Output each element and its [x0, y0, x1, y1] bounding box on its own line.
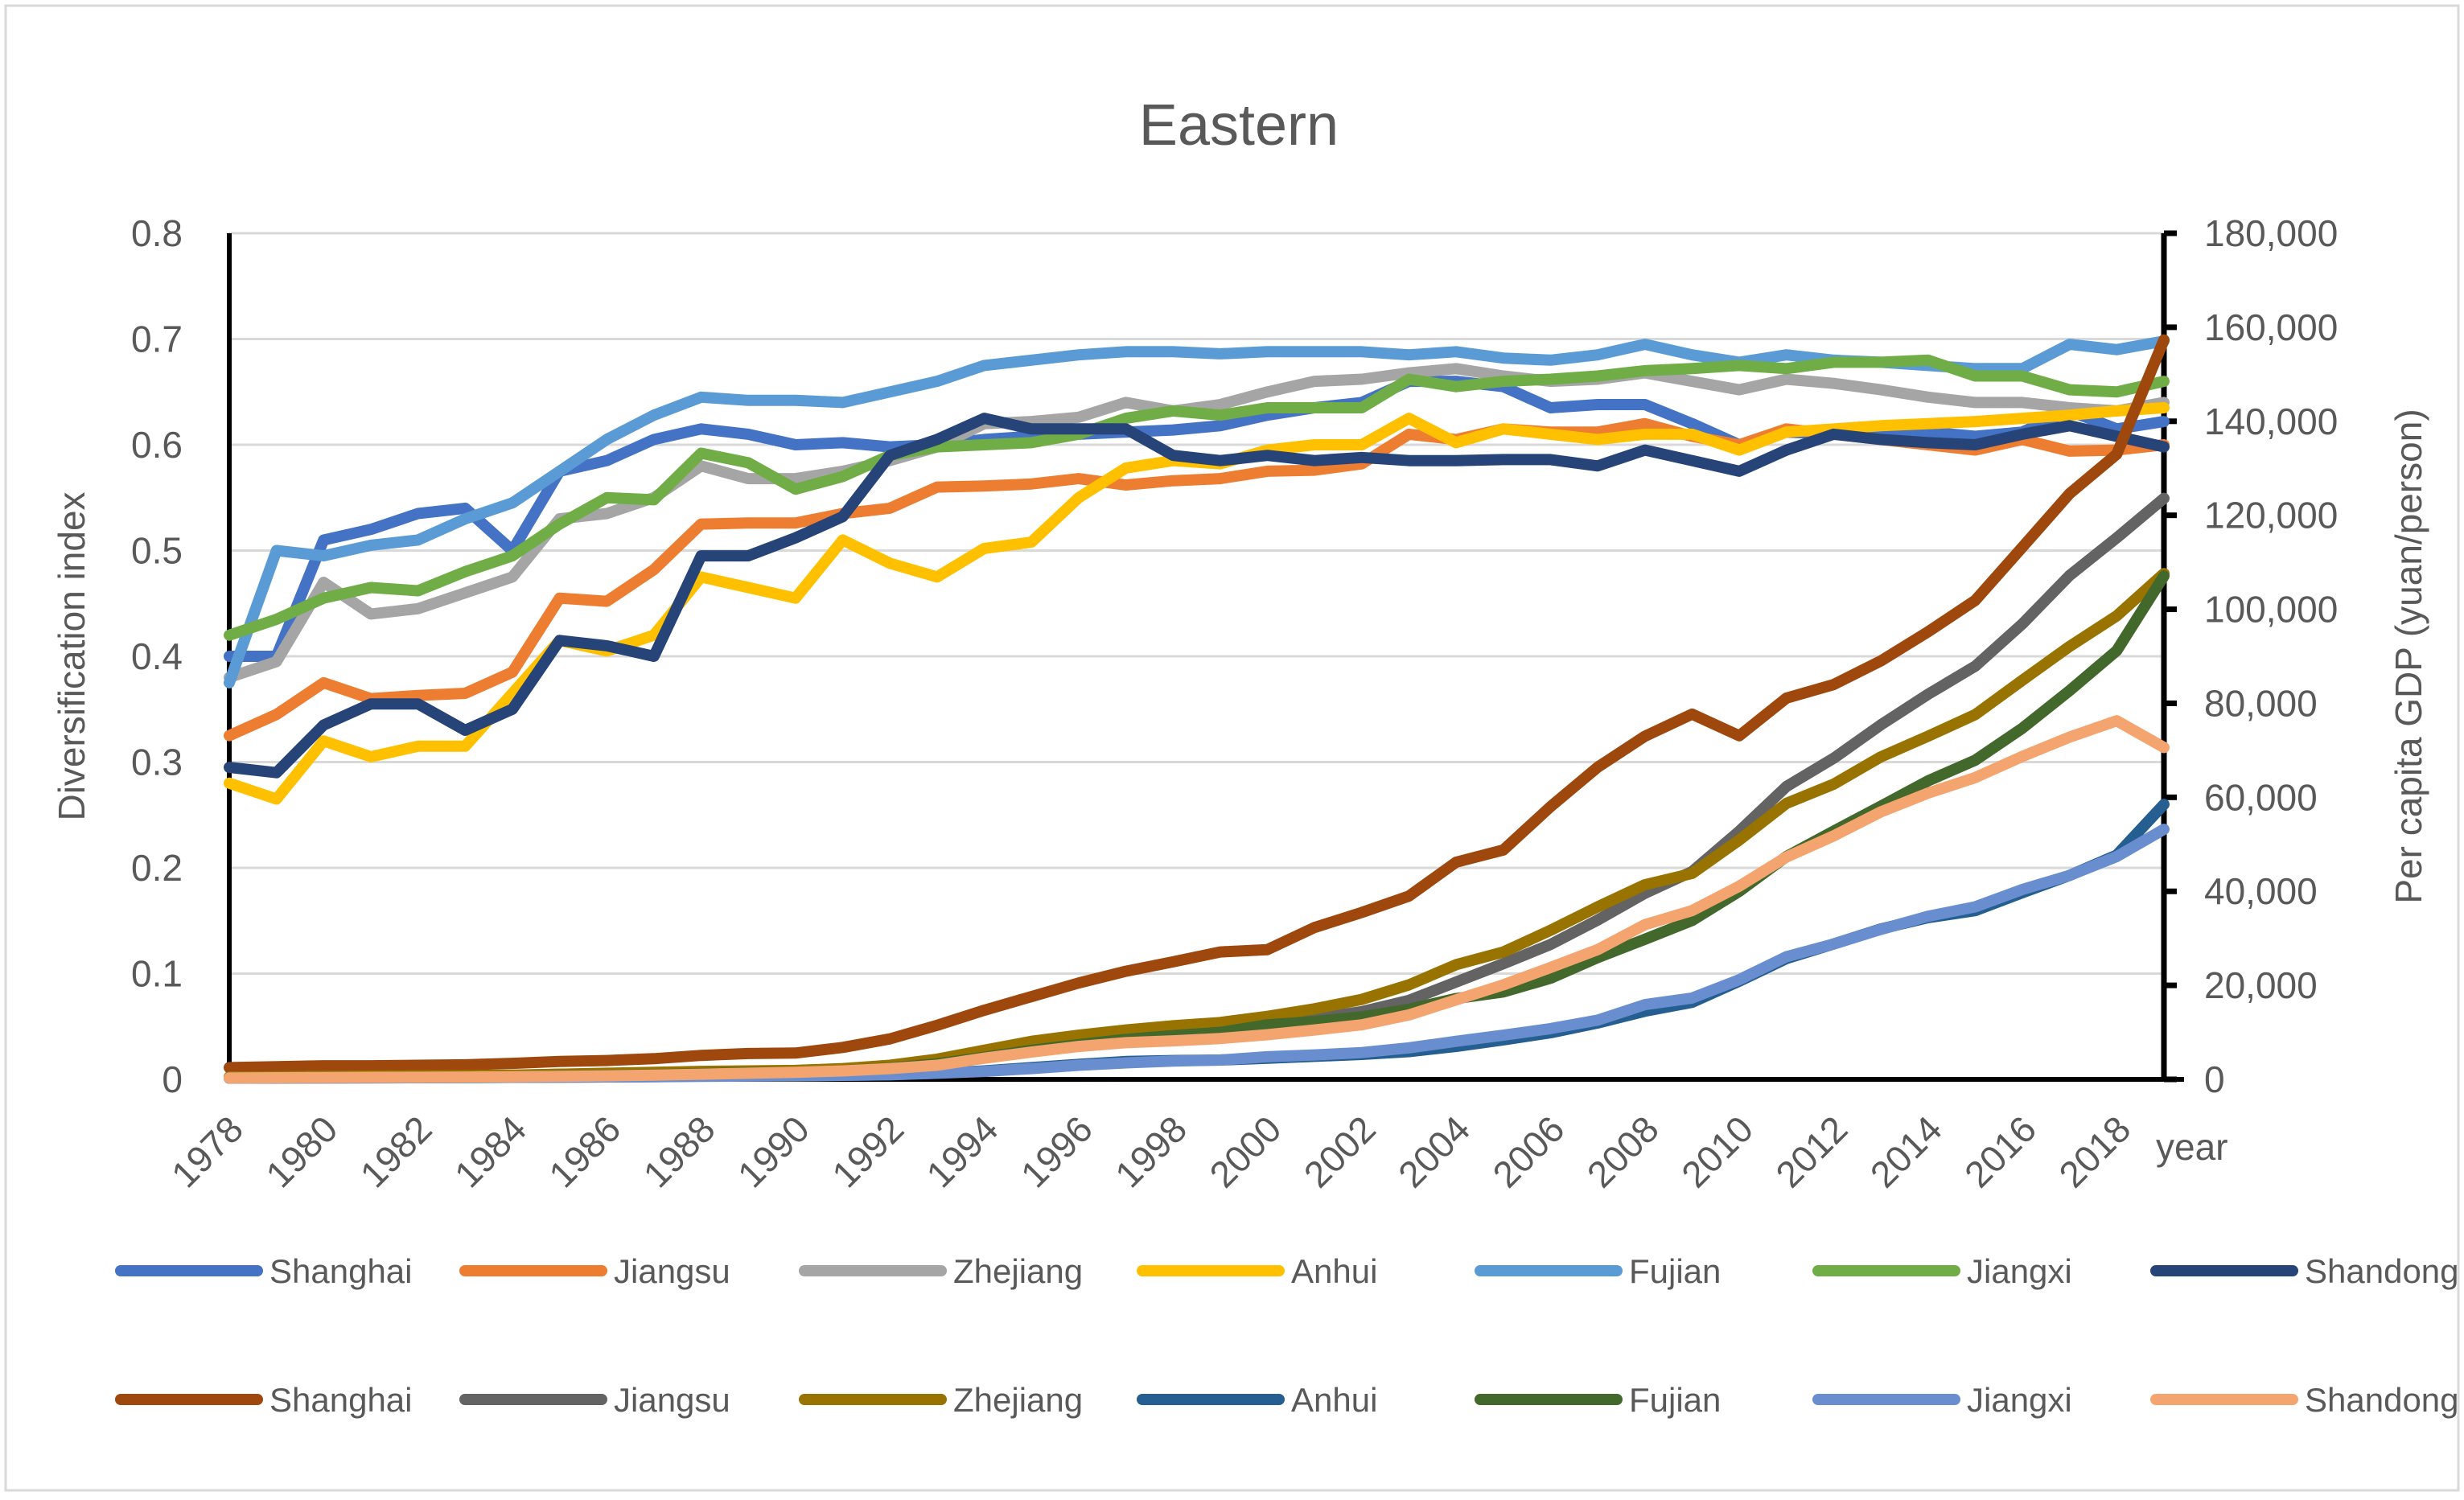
y-tick-label: 0.2	[131, 847, 183, 889]
y2-tick-label: 140,000	[2204, 401, 2338, 442]
legend-label: Shanghai	[269, 1381, 413, 1419]
legend-label: Anhui	[1291, 1381, 1377, 1419]
series-line-shandong-index	[224, 413, 2170, 779]
legend-label: Fujian	[1629, 1252, 1721, 1290]
legend-label: Jiangxi	[1967, 1381, 2072, 1419]
y2-tick-label: 40,000	[2204, 870, 2318, 912]
gridlines	[229, 232, 2164, 975]
y2-tick-label: 0	[2204, 1058, 2225, 1100]
x-axis-title: year	[2156, 1126, 2227, 1168]
series-line-shandong-gdp	[224, 715, 2170, 1084]
chart-title: Eastern	[1139, 93, 1339, 158]
y-axis-title: Diversification index	[51, 491, 93, 820]
legend-label: Jiangxi	[1967, 1252, 2072, 1290]
y2-tick-label: 60,000	[2204, 776, 2318, 818]
y2-tick-label: 180,000	[2204, 212, 2338, 254]
legend-label: Anhui	[1291, 1252, 1377, 1290]
y-tick-label: 0.3	[131, 742, 183, 783]
legend: Shanghai Jiangsu Zhejiang Anhui Fujian Jiangx…	[115, 1252, 2459, 1419]
y2-tick-label: 100,000	[2204, 589, 2338, 631]
series-line-jiangxi-index	[224, 354, 2170, 641]
plot-series	[224, 334, 2170, 1084]
y-tick-label: 0.8	[131, 212, 183, 254]
series-line-shanghai-gdp	[224, 334, 2170, 1074]
y2-axis-title: Per capita GDP (yuan/person)	[2388, 409, 2429, 903]
legend-label: Fujian	[1629, 1381, 1721, 1419]
y-tick-label: 0.6	[131, 424, 183, 466]
y-tick-label: 0	[162, 1058, 183, 1100]
y2-tick-label: 160,000	[2204, 306, 2338, 348]
y-tick-label: 0.1	[131, 953, 183, 995]
legend-label: Shandong	[2305, 1252, 2459, 1290]
legend-label: Zhejiang	[953, 1381, 1083, 1419]
y2-tick-label: 20,000	[2204, 964, 2318, 1006]
legend-label: Shandong	[2305, 1381, 2459, 1419]
legend-label: Jiangsu	[614, 1252, 730, 1290]
y-tick-label: 0.7	[131, 318, 183, 360]
y2-tick-label: 80,000	[2204, 682, 2318, 724]
y-tick-label: 0.5	[131, 530, 183, 572]
legend-label: Shanghai	[269, 1252, 413, 1290]
y-tick-label: 0.4	[131, 635, 183, 677]
y2-tick-label: 120,000	[2204, 495, 2338, 536]
legend-label: Zhejiang	[953, 1252, 1083, 1290]
legend-label: Jiangsu	[614, 1381, 730, 1419]
